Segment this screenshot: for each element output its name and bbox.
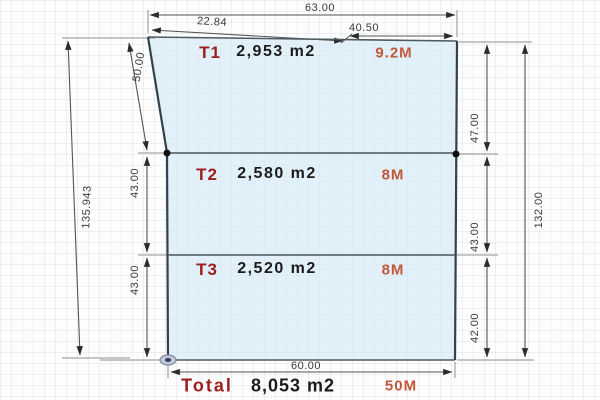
dim-left-total: 135.943 — [80, 185, 94, 229]
vertex-dot-left — [163, 149, 171, 157]
total-area: 8,053 m2 — [250, 375, 336, 396]
total-note: 50M — [384, 377, 418, 395]
dim-right-t1: 47.00 — [469, 112, 481, 144]
dim-line-left-total — [65, 40, 83, 356]
dim-right-t3: 42.00 — [469, 312, 481, 344]
parcel-t1-id: T1 — [199, 43, 221, 62]
edge-top — [147, 36, 458, 42]
dim-top-left: 22.84 — [196, 15, 228, 29]
benchmark-marker — [159, 354, 177, 366]
extension-lines — [62, 10, 534, 378]
dim-right-t2: 43.00 — [469, 221, 481, 253]
parcel-t3-note: 8M — [381, 261, 405, 279]
dim-top-right: 40.50 — [348, 22, 380, 34]
dim-left-t2: 43.00 — [129, 167, 141, 199]
parcel-t1-area: 2,953 m2 — [236, 43, 316, 60]
dim-line-left-t1 — [127, 42, 149, 151]
dim-bottom: 60.00 — [290, 360, 322, 372]
total-label: Total — [181, 375, 233, 396]
dim-break-tick — [340, 33, 353, 44]
parcel-t1-note: 9.2M — [375, 44, 413, 62]
parcel-t3-area: 2,520 m2 — [237, 260, 317, 277]
edge-right — [453, 40, 459, 361]
dim-left-t3: 43.00 — [129, 264, 141, 296]
vertex-dot-right — [452, 150, 460, 158]
parcel-t2-area: 2,580 m2 — [237, 165, 317, 182]
dim-top-total: 63.00 — [304, 2, 336, 14]
parcel-t2-note: 8M — [381, 166, 405, 184]
parcel-t3-id: T3 — [196, 260, 218, 279]
parcel-t2-id: T2 — [196, 165, 218, 184]
plot-boundary-fill — [148, 37, 457, 360]
dim-right-total: 132.00 — [533, 191, 545, 229]
